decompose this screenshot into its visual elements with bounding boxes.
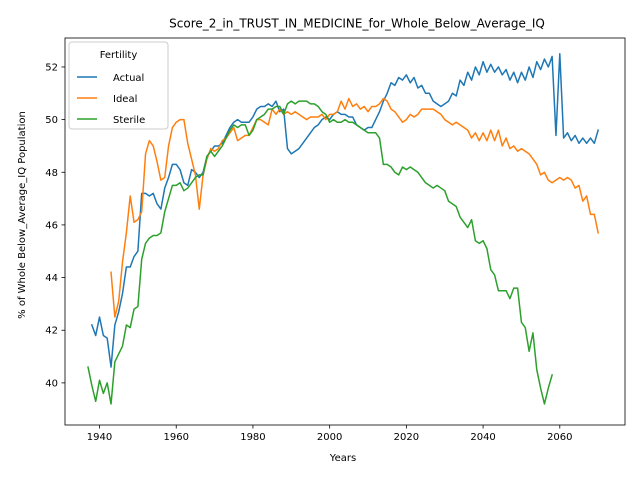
legend: Fertility Actual Ideal Sterile: [68, 41, 169, 130]
legend-label-actual: Actual: [113, 73, 144, 84]
y-axis-label: % of Whole Below_Average_IQ Population: [17, 111, 28, 319]
y-tick-label: 46: [45, 220, 58, 231]
y-tick-label: 44: [45, 273, 58, 284]
legend-title: Fertility: [100, 50, 138, 61]
y-tick-label: 42: [45, 326, 58, 337]
y-tick-label: 50: [45, 115, 58, 126]
legend-box: [68, 41, 169, 130]
x-tick-label: 2040: [470, 432, 495, 443]
x-axis: 1940 1960 1980 2000 2020 2040 2060: [87, 425, 573, 443]
series-line-ideal: [110, 97, 600, 318]
x-axis-label: Years: [329, 453, 356, 464]
x-tick-label: 1980: [240, 432, 265, 443]
x-tick-label: 2000: [317, 432, 342, 443]
series-line-actual: [90, 53, 600, 368]
legend-label-sterile: Sterile: [113, 115, 145, 126]
y-tick-label: 40: [45, 378, 58, 389]
y-tick-label: 52: [45, 62, 58, 73]
x-tick-label: 1940: [87, 432, 112, 443]
y-tick-label: 48: [45, 168, 58, 179]
series-line-sterile: [87, 100, 554, 405]
plot-area: [64, 37, 626, 426]
x-tick-label: 2060: [547, 432, 572, 443]
chart-title: Score_2_in_TRUST_IN_MEDICINE_for_Whole_B…: [169, 17, 545, 31]
legend-label-ideal: Ideal: [113, 94, 137, 105]
x-tick-label: 2020: [394, 432, 419, 443]
axes-frame: [64, 37, 626, 426]
y-axis: 40 42 44 46 48 50 52: [45, 62, 65, 389]
x-tick-label: 1960: [164, 432, 189, 443]
